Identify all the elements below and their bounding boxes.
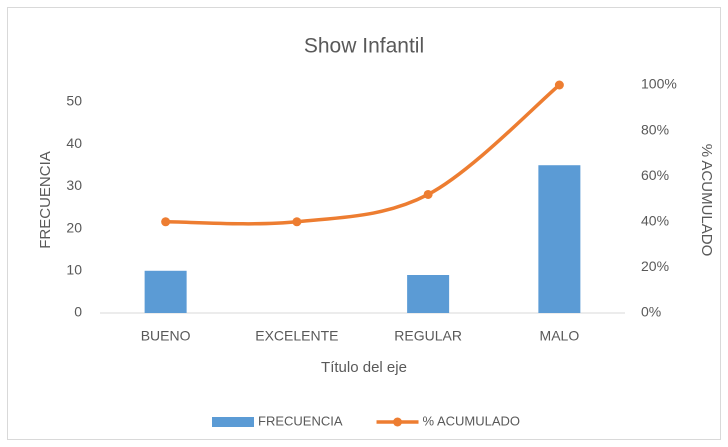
y-tick-label: 20 <box>66 219 82 235</box>
legend-label: % ACUMULADO <box>423 413 521 428</box>
line <box>163 83 562 226</box>
x-tick-label: BUENO <box>141 328 191 344</box>
line-marker <box>292 217 302 227</box>
y2-tick-label: 80% <box>641 121 669 137</box>
x-tick-label: MALO <box>540 328 580 344</box>
chart-title: Show Infantil <box>304 35 424 58</box>
bar <box>144 270 187 313</box>
x-tick-label: REGULAR <box>394 328 462 344</box>
x-axis-title: Título del eje <box>321 359 407 376</box>
y2-tick-label: 20% <box>641 258 669 274</box>
chart-border <box>7 7 721 440</box>
y2-tick-label: 100% <box>641 76 677 92</box>
line-marker <box>423 189 433 199</box>
x-tick-label: EXCELENTE <box>255 328 338 344</box>
legend-label: FRECUENCIA <box>258 413 343 428</box>
y-tick-label: 50 <box>66 93 82 109</box>
y-tick-label: 0 <box>74 304 82 320</box>
y-tick-label: 10 <box>66 261 82 277</box>
line-marker <box>161 217 171 227</box>
y-tick-label: 30 <box>66 177 82 193</box>
legend-swatch <box>212 417 254 427</box>
y2-tick-label: 60% <box>641 167 669 183</box>
y-axis-title: FRECUENCIA <box>37 151 54 249</box>
y2-tick-label: 0% <box>641 304 661 320</box>
legend-swatch-marker <box>393 417 403 427</box>
line-marker <box>554 80 564 90</box>
y2-tick-label: 40% <box>641 213 669 229</box>
bar <box>407 275 450 313</box>
bar <box>538 165 581 313</box>
y-tick-label: 40 <box>66 135 82 151</box>
y2-axis-title: % ACUMULADO <box>698 144 715 257</box>
